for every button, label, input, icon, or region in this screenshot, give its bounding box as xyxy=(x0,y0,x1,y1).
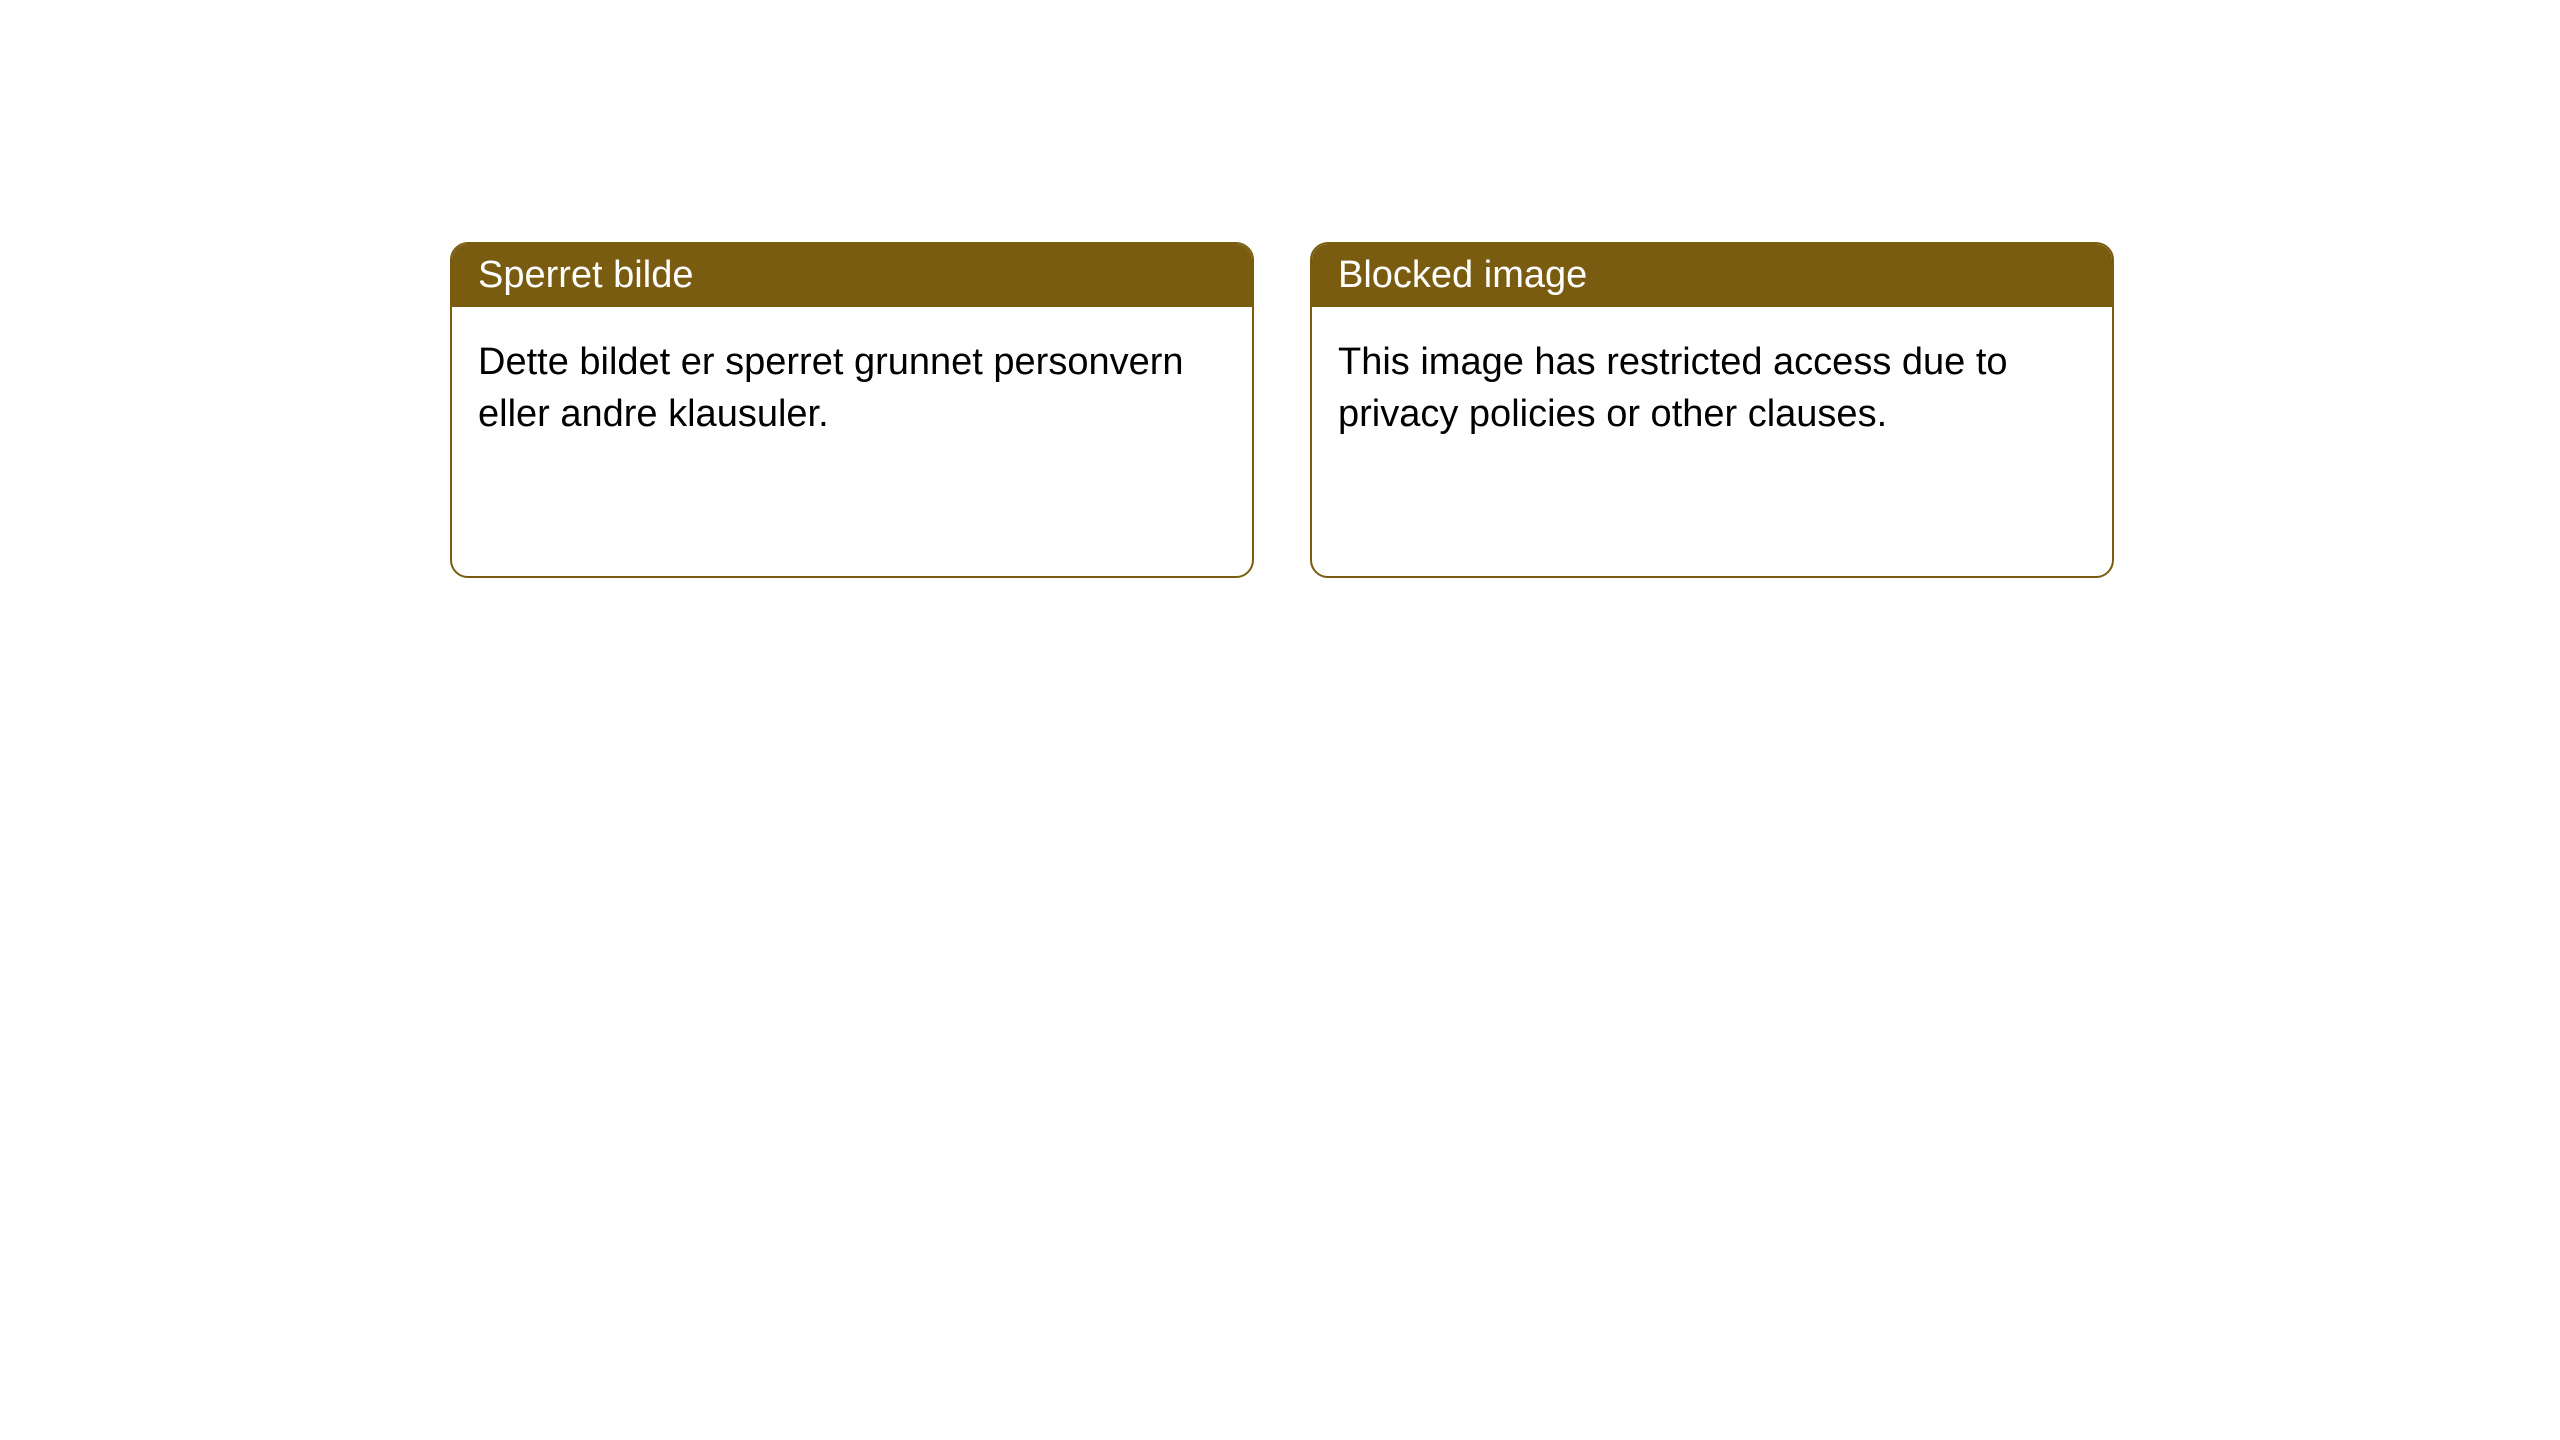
card-body: Dette bildet er sperret grunnet personve… xyxy=(452,307,1252,470)
card-header: Sperret bilde xyxy=(452,244,1252,307)
card-norwegian: Sperret bilde Dette bildet er sperret gr… xyxy=(450,242,1254,578)
card-title: Blocked image xyxy=(1338,254,1587,296)
card-english: Blocked image This image has restricted … xyxy=(1310,242,2114,578)
card-body-text: Dette bildet er sperret grunnet personve… xyxy=(478,341,1184,435)
card-body: This image has restricted access due to … xyxy=(1312,307,2112,470)
card-header: Blocked image xyxy=(1312,244,2112,307)
card-body-text: This image has restricted access due to … xyxy=(1338,341,2008,435)
card-title: Sperret bilde xyxy=(478,254,693,296)
cards-container: Sperret bilde Dette bildet er sperret gr… xyxy=(450,242,2114,578)
